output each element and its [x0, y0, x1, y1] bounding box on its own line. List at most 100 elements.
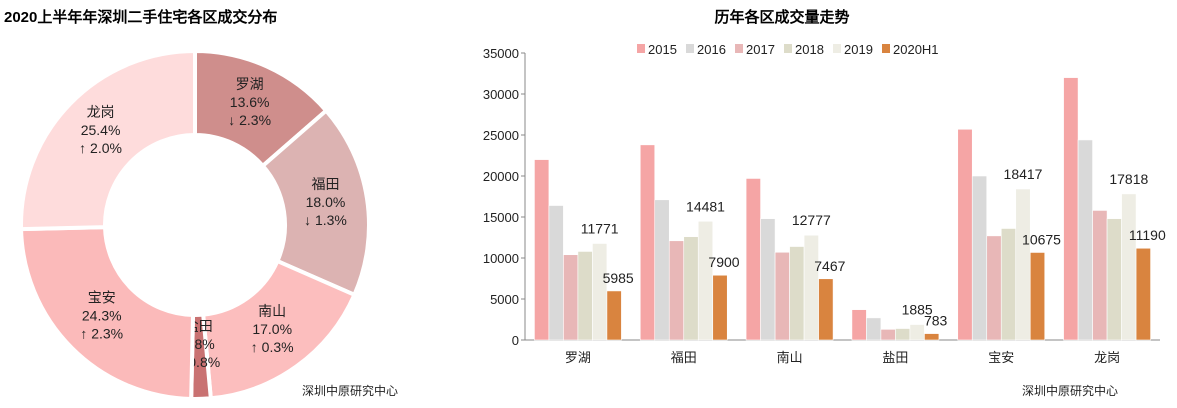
data-label: 18417 [1004, 166, 1043, 182]
y-tick-label: 15000 [483, 210, 519, 225]
donut-label-line: 福田 [311, 176, 339, 192]
bar-2019 [1015, 188, 1031, 341]
bar-2018 [1106, 218, 1122, 341]
bar-2019 [697, 220, 714, 341]
data-label: 7900 [708, 254, 739, 270]
donut-label: 福田 18.0% ↓ 1.3% [304, 176, 347, 228]
bar-2015 [851, 309, 867, 341]
bar-2020H1 [924, 333, 940, 341]
bar-2020H1 [712, 274, 728, 341]
data-label: 17818 [1109, 171, 1148, 187]
data-label: 11771 [581, 220, 619, 236]
data-label: 1885 [902, 302, 933, 318]
bar-2016 [654, 199, 670, 341]
legend-swatch [833, 44, 841, 53]
bar-chart: 0 5000 10000 15000 20000 25000 30000 35000 罗湖 117… [483, 42, 1166, 365]
donut-label: 南山 17.0% ↑ 0.3% [251, 303, 294, 355]
bar-2017 [880, 329, 896, 341]
x-tick-label: 盐田 [882, 350, 908, 365]
donut-label-line: 17.0% [252, 321, 292, 337]
bar-2016 [971, 175, 988, 341]
donut-slice-5 [19, 48, 197, 232]
legend-swatch [637, 44, 645, 53]
donut-label-line: 宝安 [88, 289, 116, 305]
bar-2019 [592, 243, 608, 341]
y-tick-label: 5000 [490, 292, 519, 307]
bar-2015 [534, 159, 550, 341]
x-tick-label: 龙岗 [1094, 350, 1120, 365]
bar-2017 [986, 235, 1002, 341]
bar-2017 [1092, 210, 1108, 341]
donut-label-line: 18.0% [306, 194, 346, 210]
bar-2016 [760, 218, 776, 341]
bar-2018 [577, 251, 593, 341]
legend-label: 2015 [648, 42, 677, 57]
bar-2015 [957, 128, 973, 341]
bar-2016 [866, 317, 882, 341]
donut-label-line: ↑ 2.0% [79, 140, 122, 156]
x-tick-label: 宝安 [988, 350, 1014, 365]
donut-chart: 罗湖 13.6% ↓ 2.3%福田 18.0% ↓ 1.3%南山 17.0% ↑ 0.3%盐… [19, 48, 371, 402]
legend-label: 2020H1 [893, 42, 939, 57]
donut-label-line: ↑ 2.3% [80, 325, 123, 341]
y-tick-label: 10000 [483, 251, 519, 266]
bar-2020H1 [818, 278, 834, 341]
bar-2019 [909, 324, 925, 341]
bar-2017 [668, 240, 685, 341]
bar-2020H1 [606, 290, 622, 341]
data-label: 10675 [1022, 231, 1061, 247]
bar-title: 历年各区成交量走势 [714, 8, 849, 26]
legend-swatch [882, 44, 890, 53]
data-label: 14481 [686, 198, 725, 214]
legend-label: 2017 [746, 42, 775, 57]
bar-2020H1 [1135, 247, 1151, 341]
donut-slice-4 [19, 225, 196, 402]
donut-label-line: ↓ 2.3% [228, 112, 271, 128]
donut-label-line: ↑ 0.3% [251, 339, 294, 355]
donut-label-line: 罗湖 [236, 76, 264, 92]
x-tick-label: 南山 [777, 350, 803, 365]
donut-label-line: 龙岗 [87, 104, 115, 120]
data-label: 7467 [814, 258, 845, 274]
donut-label-line: 13.6% [230, 94, 270, 110]
data-label: 5985 [603, 270, 634, 286]
donut-label: 罗湖 13.6% ↓ 2.3% [228, 76, 271, 128]
x-tick-label: 罗湖 [565, 350, 591, 365]
bar-2015 [639, 144, 656, 341]
donut-label-line: 24.3% [82, 307, 122, 323]
bar-2015 [1063, 77, 1079, 341]
donut-label-line: ↓ 1.3% [304, 212, 347, 228]
legend-swatch [686, 44, 694, 53]
y-tick-label: 0 [512, 333, 519, 348]
legend-swatch [784, 44, 792, 53]
bar-2015 [745, 178, 761, 341]
legend-swatch [735, 44, 743, 53]
bar-2018 [895, 328, 911, 341]
donut-label: 宝安 24.3% ↑ 2.3% [80, 289, 123, 341]
y-tick-label: 25000 [483, 128, 519, 143]
bar-2019 [1121, 193, 1137, 341]
bar-2019 [803, 234, 819, 341]
bar-2017 [563, 254, 579, 341]
x-tick-label: 福田 [671, 350, 697, 365]
data-label: 11190 [1129, 227, 1166, 243]
legend-label: 2018 [795, 42, 824, 57]
donut-title: 2020上半年年深圳二手住宅各区成交分布 [4, 8, 277, 26]
donut-label-line: 南山 [258, 303, 286, 319]
legend-label: 2016 [697, 42, 726, 57]
bar-source: 深圳中原研究中心 [1022, 383, 1118, 398]
bar-2016 [548, 205, 564, 341]
bar-2018 [789, 246, 805, 341]
donut-label-line: 25.4% [81, 122, 121, 138]
bar-2018 [1000, 228, 1017, 341]
donut-slice-1 [260, 107, 371, 298]
bar-2020H1 [1029, 252, 1046, 341]
y-tick-label: 20000 [483, 169, 519, 184]
bar-2016 [1077, 139, 1093, 341]
bar-2018 [683, 236, 699, 341]
donut-label: 龙岗 25.4% ↑ 2.0% [79, 104, 122, 156]
y-tick-label: 30000 [483, 87, 519, 102]
y-tick-label: 35000 [483, 46, 519, 61]
